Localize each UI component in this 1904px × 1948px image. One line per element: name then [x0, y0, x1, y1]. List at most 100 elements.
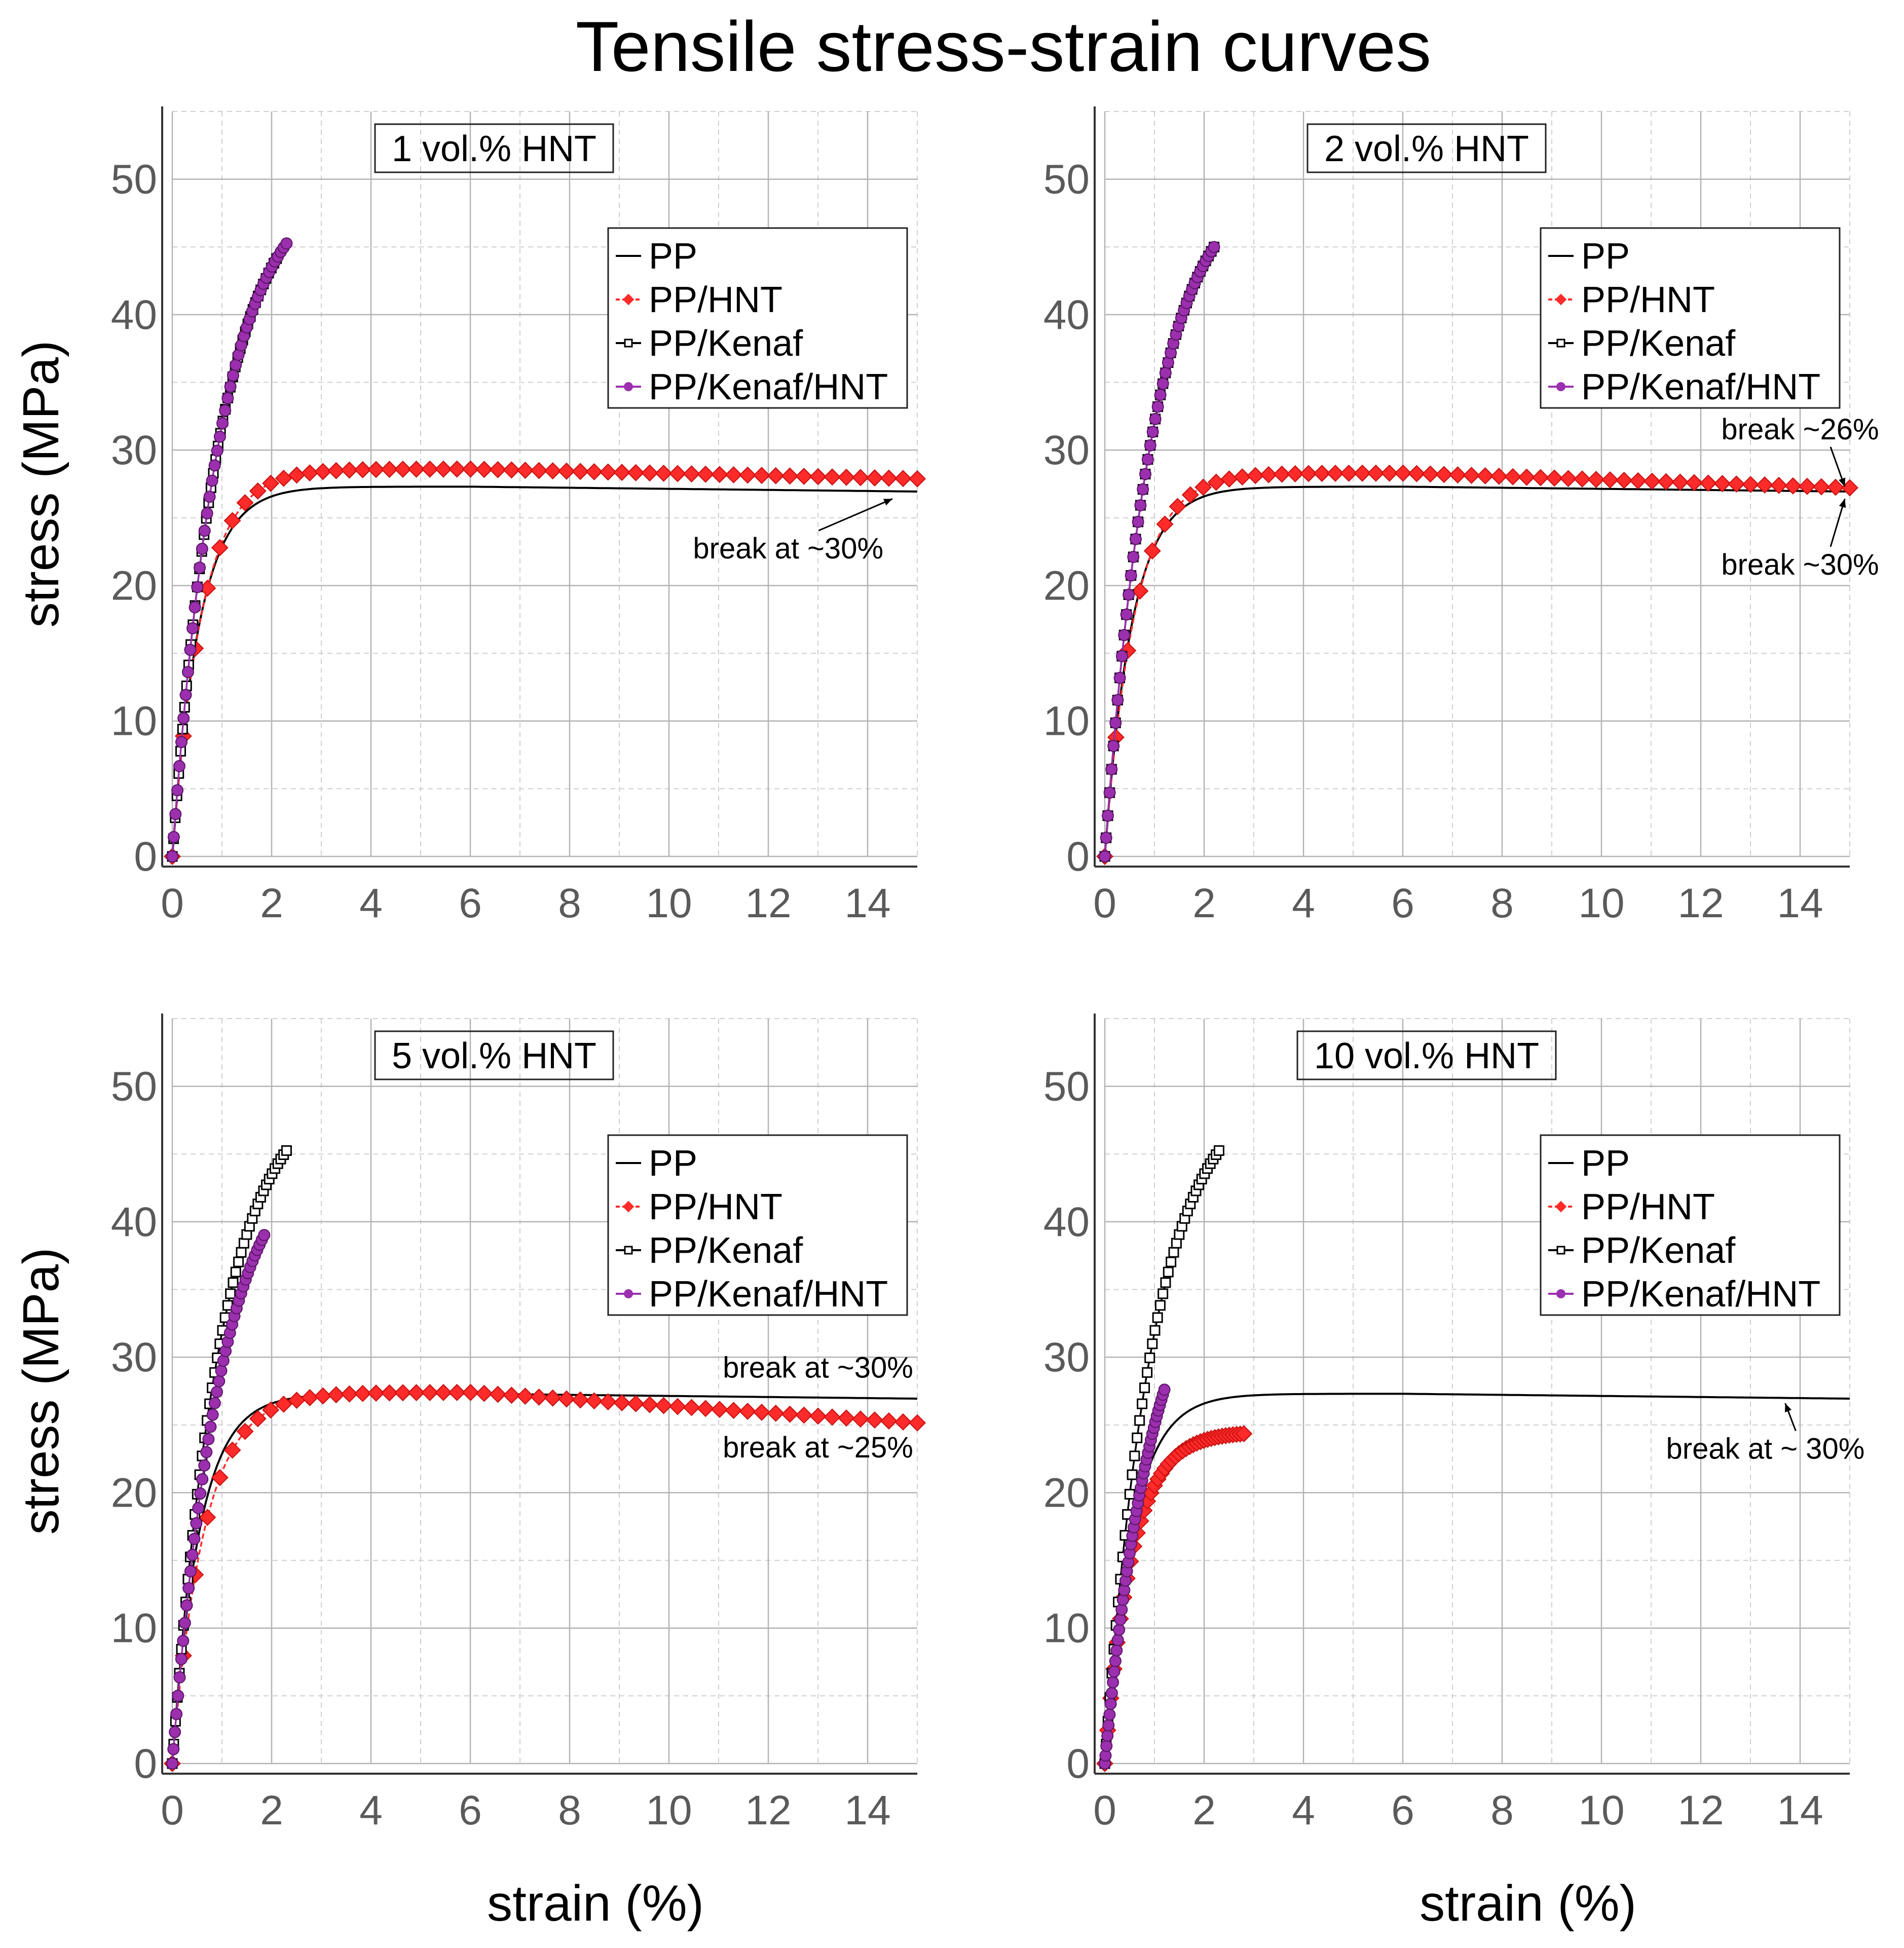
data-point	[683, 465, 700, 483]
data-point	[1260, 466, 1278, 483]
legend-marker	[1555, 293, 1567, 306]
data-point	[1099, 850, 1111, 863]
data-point	[179, 689, 192, 701]
data-point	[1234, 468, 1251, 486]
data-point	[1109, 1655, 1122, 1667]
data-point	[262, 1401, 280, 1419]
y-tick-label: 10	[111, 1605, 157, 1652]
data-point	[225, 1288, 236, 1299]
data-point	[1129, 1450, 1140, 1462]
legend-entry: PP	[616, 1143, 697, 1184]
data-point	[1518, 468, 1536, 486]
panel-label-box	[374, 1030, 614, 1080]
data-point	[173, 1671, 186, 1683]
y-axis-title: stress (MPa)	[13, 1248, 69, 1535]
data-point	[327, 462, 345, 479]
series-line	[1104, 485, 1850, 857]
data-point	[894, 1413, 912, 1431]
x-tick-label: 4	[359, 880, 383, 926]
data-point	[1208, 241, 1220, 253]
data-point	[1587, 471, 1605, 489]
data-point	[407, 460, 425, 478]
data-point	[697, 465, 715, 483]
data-point	[238, 1238, 249, 1249]
legend-label: PP/Kenaf	[649, 323, 803, 364]
data-point	[1546, 469, 1563, 487]
x-tick-label: 10	[1578, 880, 1624, 926]
data-point	[1728, 475, 1745, 493]
y-tick-label: 40	[1043, 1199, 1090, 1245]
data-point	[199, 1509, 216, 1526]
data-point	[381, 461, 398, 478]
data-point	[613, 1394, 631, 1412]
data-point	[599, 1393, 617, 1411]
data-point	[341, 461, 358, 479]
data-point	[194, 561, 206, 574]
data-point	[1158, 1288, 1169, 1299]
data-point	[711, 466, 728, 483]
data-point	[203, 491, 216, 503]
data-point	[585, 463, 603, 480]
data-point	[211, 1469, 229, 1486]
legend-entry: PP/Kenaf	[1548, 323, 1736, 364]
annotation-arrowhead	[883, 499, 892, 506]
data-point	[1149, 413, 1162, 425]
data-point	[557, 1390, 575, 1408]
data-point	[909, 1414, 926, 1432]
data-point	[1127, 1469, 1138, 1480]
data-point	[711, 1401, 728, 1418]
x-tick-label: 14	[844, 1787, 890, 1833]
data-point	[503, 1387, 520, 1404]
legend-entry: PP/HNT	[616, 280, 782, 320]
data-point	[795, 467, 813, 485]
data-point	[1756, 476, 1774, 494]
data-point	[1125, 569, 1137, 582]
data-point	[1169, 498, 1186, 515]
data-point	[236, 1247, 247, 1258]
data-point	[188, 1532, 201, 1545]
chart-panel-3: 0 2 4 6 8 10 12 14 0 10 20 30 40 50 stress (MPa) strain…	[13, 1014, 926, 1932]
legend-marker	[1555, 1201, 1567, 1213]
x-tick-label: 8	[558, 1787, 581, 1833]
data-point	[1380, 464, 1398, 482]
data-point	[1139, 468, 1151, 480]
data-point	[866, 1411, 883, 1429]
data-point	[1463, 467, 1480, 484]
data-point	[1770, 476, 1787, 494]
x-tick-label: 8	[558, 880, 581, 926]
legend-entry: PP	[1548, 236, 1630, 277]
data-point	[880, 469, 898, 487]
data-point	[206, 474, 218, 487]
data-point	[206, 1408, 219, 1421]
legend-label: PP/Kenaf/HNT	[649, 1274, 888, 1315]
data-point	[1147, 1338, 1158, 1350]
data-point	[1137, 1398, 1148, 1409]
data-point	[1213, 1145, 1224, 1156]
data-point	[1129, 533, 1142, 545]
x-tick-label: 10	[646, 1787, 692, 1833]
x-tick-label: 6	[1391, 1787, 1414, 1833]
data-point	[1107, 1676, 1119, 1689]
panel-label-text: 2 vol.% HNT	[1324, 129, 1529, 169]
series-pp	[1104, 485, 1850, 857]
data-point	[1629, 472, 1647, 490]
panel-label: 5 vol.% HNT	[374, 1030, 614, 1080]
x-tick-label: 4	[1292, 880, 1315, 926]
data-point	[1181, 486, 1199, 504]
legend-marker	[1556, 1289, 1565, 1298]
data-point	[201, 507, 213, 520]
legend-marker	[1556, 382, 1565, 391]
data-point	[177, 1634, 190, 1647]
legend-marker	[622, 1201, 634, 1213]
data-point	[1435, 466, 1453, 483]
x-tick-label: 10	[646, 880, 692, 926]
data-point	[1131, 582, 1149, 600]
x-tick-label: 14	[1777, 880, 1823, 926]
legend-marker	[624, 382, 633, 391]
data-point	[1104, 1698, 1117, 1710]
x-tick-label: 6	[459, 880, 482, 926]
data-point	[851, 469, 869, 486]
legend-entry: PP/Kenaf/HNT	[1548, 367, 1820, 407]
data-point	[1113, 1624, 1126, 1636]
